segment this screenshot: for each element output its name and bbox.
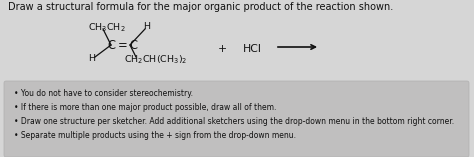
Text: $\mathregular{CH_2CH(CH_3)_2}$: $\mathregular{CH_2CH(CH_3)_2}$	[124, 54, 188, 67]
Text: $\mathregular{CH_3CH_2}$: $\mathregular{CH_3CH_2}$	[88, 22, 126, 35]
Text: Draw a structural formula for the major organic product of the reaction shown.: Draw a structural formula for the major …	[8, 2, 393, 12]
Text: +: +	[218, 44, 227, 54]
Text: H: H	[88, 54, 95, 63]
Text: HCl: HCl	[243, 44, 262, 54]
Text: • You do not have to consider stereochemistry.: • You do not have to consider stereochem…	[14, 89, 193, 98]
Text: • If there is more than one major product possible, draw all of them.: • If there is more than one major produc…	[14, 103, 276, 112]
Text: $\mathregular{C{=}C}$: $\mathregular{C{=}C}$	[107, 39, 138, 52]
Text: H: H	[143, 22, 150, 31]
Text: • Separate multiple products using the + sign from the drop-down menu.: • Separate multiple products using the +…	[14, 131, 296, 140]
Text: • Draw one structure per sketcher. Add additional sketchers using the drop-down : • Draw one structure per sketcher. Add a…	[14, 117, 454, 126]
FancyBboxPatch shape	[4, 81, 469, 157]
